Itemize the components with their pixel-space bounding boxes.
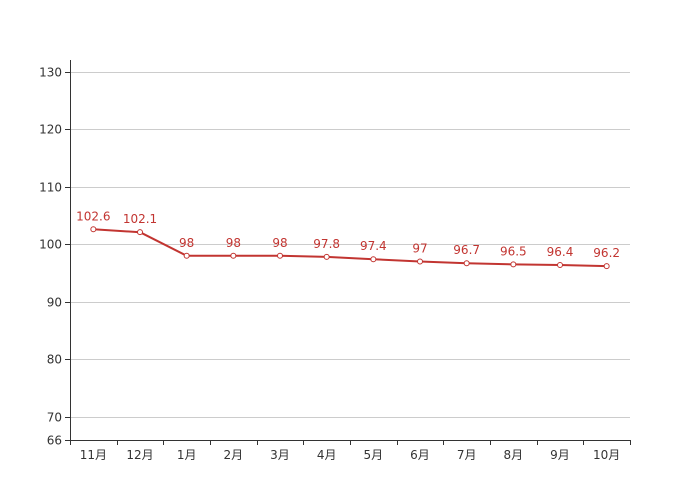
x-tick-label: 2月 [224,448,244,462]
data-label: 96.2 [593,246,620,260]
data-label: 96.7 [453,243,480,257]
x-tick-label: 5月 [364,448,384,462]
data-point [183,252,190,259]
x-tick-label: 11月 [80,448,107,462]
data-label: 97 [412,242,427,256]
y-tick-label: 80 [47,353,62,367]
y-tick-label: 90 [47,296,62,310]
data-point [557,261,563,268]
x-tick-label: 3月 [270,448,290,462]
x-tick-label: 9月 [550,448,570,462]
y-tick-label: 120 [39,123,62,137]
series [90,226,610,270]
data-label: 102.6 [76,209,110,223]
data-point [230,252,237,259]
x-tick-label: 6月 [410,448,430,462]
x-tick-label: 10月 [593,448,620,462]
x-axis: 11月 12月 1月 2月 3月 4月 5月 6月 7月 8月 9月 10月 [70,440,631,462]
y-axis: 66 70 80 90 100 110 120 130 [39,60,71,448]
data-label: 98 [272,236,287,250]
data-point [370,256,377,263]
data-point [90,226,97,233]
x-tick-label: 4月 [317,448,337,462]
data-labels: 102.6 102.1 98 98 98 97.8 97.4 97 96.7 96.5 96.4 96… [76,209,620,260]
y-tick-label: 110 [39,181,62,195]
y-tick-label: 70 [47,411,62,425]
x-tick-label: 12月 [126,448,153,462]
data-label: 98 [179,236,194,250]
data-point [510,261,517,268]
data-point [603,263,610,270]
y-tick-label: 100 [39,238,62,252]
data-point [137,229,143,236]
data-label: 98 [226,236,241,250]
x-tick-label: 7月 [457,448,477,462]
x-tick-label: 1月 [177,448,197,462]
data-point [463,260,470,267]
data-label: 96.4 [547,245,574,259]
data-label: 97.8 [313,237,340,251]
x-tick-label: 8月 [504,448,524,462]
data-point [417,258,423,265]
data-label: 97.4 [360,239,387,253]
data-label: 96.5 [500,244,527,258]
y-tick-label: 130 [39,66,62,80]
data-label: 102.1 [123,212,157,226]
data-point [323,253,330,260]
y-tick-label: 66 [47,434,62,448]
data-point [277,252,283,259]
series-line [93,228,607,268]
